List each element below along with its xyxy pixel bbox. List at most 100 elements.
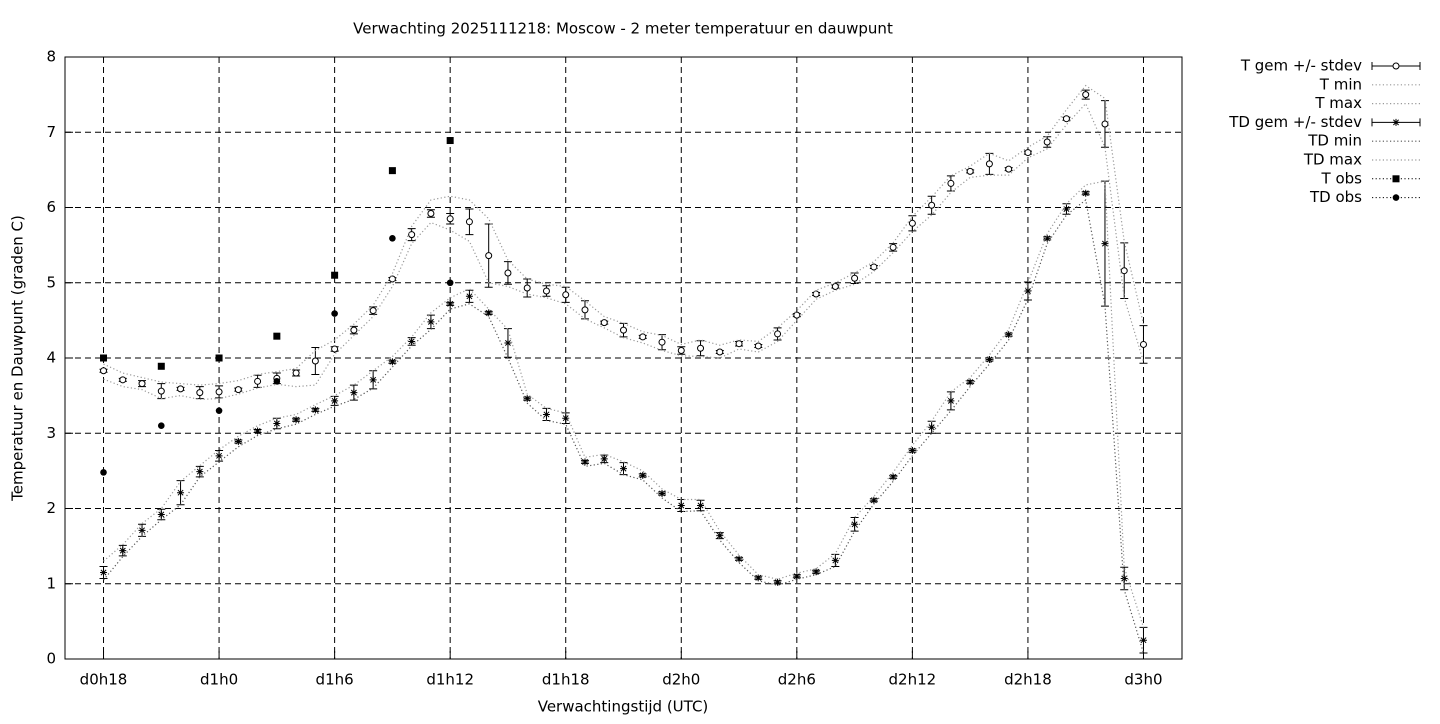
marker <box>1062 115 1070 123</box>
legend-label: TD obs <box>1309 188 1362 206</box>
marker <box>1043 234 1051 242</box>
marker <box>389 235 396 242</box>
marker <box>1043 138 1051 146</box>
marker <box>427 318 435 326</box>
marker <box>908 447 916 455</box>
marker <box>947 179 955 187</box>
marker <box>157 422 165 430</box>
y-tick-label: 1 <box>46 574 56 592</box>
marker <box>1101 240 1109 248</box>
marker <box>523 395 531 403</box>
marker <box>446 300 454 308</box>
marker <box>196 468 204 476</box>
line <box>103 180 1145 628</box>
marker <box>234 438 242 446</box>
legend-marker <box>1392 118 1400 126</box>
marker <box>966 167 974 175</box>
marker <box>812 290 820 298</box>
marker <box>388 167 396 175</box>
marker <box>465 218 473 226</box>
marker <box>889 243 897 251</box>
plot-frame <box>64 56 1183 660</box>
marker <box>446 279 454 287</box>
marker <box>273 419 281 427</box>
legend-label: T max <box>1314 94 1362 112</box>
y-tick-label: 2 <box>46 499 56 517</box>
marker <box>1139 340 1147 348</box>
marker <box>658 489 666 497</box>
marker <box>889 473 897 481</box>
marker <box>793 311 801 319</box>
legend-label: T min <box>1319 75 1362 93</box>
marker <box>1120 574 1128 582</box>
marker <box>254 377 262 385</box>
marker <box>754 574 762 582</box>
marker <box>851 520 859 528</box>
marker <box>157 511 165 519</box>
chart-title: Verwachting 2025111218: Moscow - 2 meter… <box>353 20 893 38</box>
marker <box>677 501 685 509</box>
marker <box>928 423 936 431</box>
marker <box>697 344 705 352</box>
marker <box>928 201 936 209</box>
marker <box>908 219 916 227</box>
marker <box>1005 165 1013 173</box>
x-axis-label: Verwachtingstijd (UTC) <box>538 698 709 716</box>
marker <box>793 572 801 580</box>
marker <box>697 501 705 509</box>
marker <box>311 357 319 365</box>
marker <box>273 378 281 385</box>
y-tick-label: 5 <box>46 273 56 291</box>
marker <box>215 354 223 362</box>
x-tick-label: d1h18 <box>542 671 590 689</box>
marker <box>677 346 685 354</box>
legend-label: T gem +/- stdev <box>1240 57 1362 75</box>
y-tick-label: 7 <box>46 123 56 141</box>
marker <box>388 358 396 366</box>
x-tick-label: d0h18 <box>80 671 128 689</box>
marker <box>1139 636 1147 644</box>
marker <box>350 326 358 334</box>
marker <box>331 271 339 279</box>
marker <box>754 342 762 350</box>
y-tick-label: 0 <box>46 650 56 668</box>
marker <box>100 367 108 375</box>
line <box>103 84 1145 386</box>
marker <box>851 274 859 282</box>
marker <box>581 306 589 314</box>
marker <box>716 532 724 540</box>
marker <box>311 406 319 414</box>
legend-label: TD min <box>1307 132 1362 150</box>
marker <box>504 339 512 347</box>
marker <box>100 469 107 476</box>
legend-marker <box>1392 194 1400 201</box>
marker <box>408 337 416 345</box>
marker <box>254 427 262 435</box>
marker <box>119 376 127 384</box>
marker <box>581 458 589 466</box>
marker <box>716 348 724 356</box>
marker <box>331 345 339 353</box>
marker <box>215 452 223 460</box>
line <box>103 198 1145 654</box>
marker <box>562 291 570 299</box>
marker <box>446 137 454 145</box>
marker <box>1024 149 1032 157</box>
marker <box>100 568 108 576</box>
marker <box>1005 331 1013 339</box>
marker <box>157 387 165 395</box>
marker <box>234 386 242 394</box>
marker <box>292 369 300 377</box>
marker <box>504 269 512 277</box>
marker <box>331 310 338 317</box>
marker <box>812 568 820 576</box>
y-tick-label: 4 <box>46 349 56 367</box>
marker <box>831 556 839 564</box>
marker <box>1101 120 1109 128</box>
marker <box>774 578 782 586</box>
legend-label: TD max <box>1303 151 1362 169</box>
marker <box>100 354 108 362</box>
marker <box>639 471 647 479</box>
marker <box>639 333 647 341</box>
